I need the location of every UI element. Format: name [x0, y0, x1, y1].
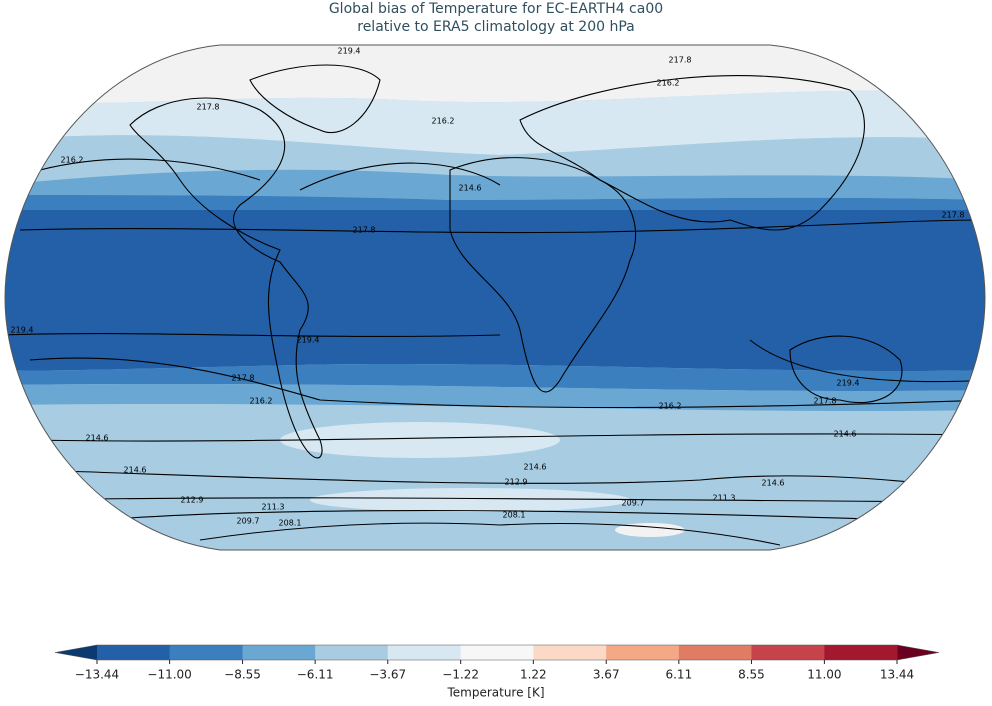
contour-label: 214.6: [834, 430, 857, 439]
contour-label: 219.4: [11, 326, 34, 335]
contour-label: 211.3: [713, 494, 736, 503]
colorbar-tick-label: 1.22: [520, 668, 547, 682]
colorbar-tick-label: −11.00: [147, 668, 191, 682]
colorbar-tick-label: −6.11: [297, 668, 334, 682]
contour-label: 216.2: [432, 117, 455, 126]
contour-label: 212.9: [181, 496, 204, 505]
colorbar-label: Temperature [K]: [446, 686, 544, 700]
contour-label: 219.4: [297, 336, 320, 345]
contour-label: 214.6: [124, 466, 147, 475]
contour-label: 212.9: [505, 478, 528, 487]
colorbar-segment: [169, 645, 244, 660]
contour-label: 219.4: [837, 379, 860, 388]
colorbar-tick-label: 11.00: [807, 668, 841, 682]
map-frame: [4, 44, 986, 551]
colorbar-segment: [678, 645, 752, 660]
contour-label: 217.8: [942, 211, 965, 220]
colorbar-tick-label: 13.44: [880, 668, 914, 682]
contour-label: 217.8: [232, 374, 255, 383]
colorbar-segment: [606, 645, 680, 660]
contour-label: 208.1: [503, 511, 526, 520]
contour-label: 208.1: [279, 519, 302, 528]
contour-label: 209.7: [622, 499, 645, 508]
contour-labels: 219.4217.8216.2217.8216.2216.2214.6217.8…: [11, 47, 965, 528]
colorbar-tick-label: −8.55: [224, 668, 261, 682]
colorbar-tick-label: −13.44: [75, 668, 119, 682]
colorbar-extend: [55, 645, 97, 660]
title-line: Global bias of Temperature for EC-EARTH4…: [329, 1, 663, 17]
colorbar-segment: [533, 645, 607, 660]
field: [5, 45, 985, 550]
colorbar-segment: [315, 645, 389, 660]
colorbar: −13.44 −11.00 −8.55 −6.11 −3.67 −1.22 1.22 3.67…: [54, 644, 940, 682]
contour-label: 217.8: [669, 56, 692, 65]
contour-label: 216.2: [250, 397, 273, 406]
colorbar-segment: [97, 645, 171, 660]
colorbar-segment: [751, 645, 825, 660]
contour-label: 214.6: [459, 184, 482, 193]
contour-label: 216.2: [61, 156, 84, 165]
contour-label: 209.7: [237, 517, 260, 526]
colorbar-tick-label: 8.55: [738, 668, 765, 682]
contour-label: 211.3: [262, 503, 285, 512]
contour-label: 219.4: [338, 47, 361, 56]
colorbar-tick-label: 6.11: [665, 668, 692, 682]
colorbar-segment: [387, 645, 462, 660]
contour-label: 217.8: [814, 397, 837, 406]
contour-label: 214.6: [762, 479, 785, 488]
contour-label: 217.8: [353, 226, 376, 235]
colorbar-segment: [460, 645, 534, 660]
colorbar-tick-label: −3.67: [369, 668, 406, 682]
colorbar-segment: [242, 645, 316, 660]
colorbar-segment: [824, 645, 898, 660]
colorbar-extend: [897, 645, 939, 660]
contour-label: 214.6: [86, 434, 109, 443]
colorbar-tick-label: −1.22: [442, 668, 479, 682]
contour-label: 216.2: [657, 79, 680, 88]
contour-label: 217.8: [197, 103, 220, 112]
contour-label: 216.2: [659, 402, 682, 411]
colorbar-tick-label: 3.67: [593, 668, 620, 682]
title-line: relative to ERA5 climatology at 200 hPa: [357, 19, 634, 35]
contour-label: 214.6: [524, 463, 547, 472]
